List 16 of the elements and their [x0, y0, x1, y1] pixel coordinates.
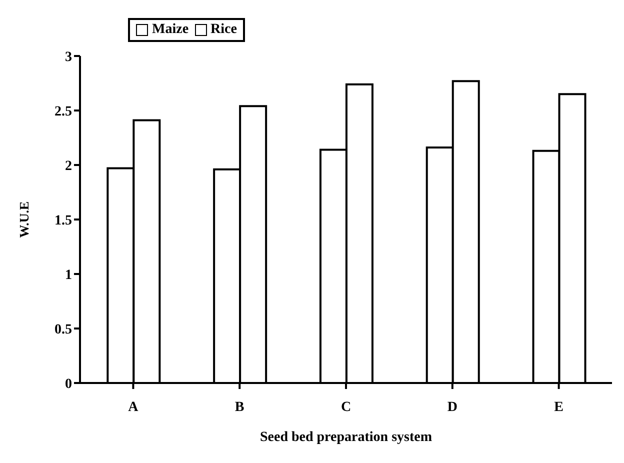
y-axis-title: W.U.E [16, 201, 32, 238]
y-tick-label: 0 [65, 376, 72, 392]
y-tick-label: 2 [65, 158, 72, 174]
y-tick-label: 1.5 [54, 213, 72, 228]
y-tick-label: 0.5 [54, 322, 72, 338]
x-tick-label: A [128, 400, 140, 415]
x-tick-label: E [554, 400, 564, 415]
x-axis-title: Seed bed preparation system [260, 430, 432, 445]
x-tick-label: C [340, 400, 352, 415]
y-tick-label: 2.5 [54, 104, 72, 120]
y-tick-label: 3 [65, 50, 72, 65]
y-tick-label: 1 [65, 268, 72, 283]
x-tick-label: D [447, 400, 458, 415]
legend-label: Rice [210, 22, 237, 38]
x-tick-label: B [234, 400, 244, 415]
legend-label: Maize [151, 22, 189, 38]
